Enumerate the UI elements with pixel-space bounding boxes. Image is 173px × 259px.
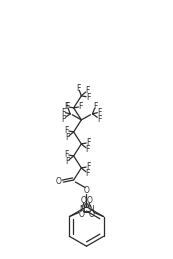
- Text: O: O: [86, 196, 92, 205]
- Text: F: F: [65, 133, 69, 142]
- Text: F: F: [64, 126, 69, 135]
- Text: F: F: [86, 138, 91, 147]
- Text: F: F: [93, 102, 98, 111]
- Text: F: F: [86, 86, 90, 95]
- Text: F: F: [64, 150, 69, 159]
- Text: F: F: [61, 108, 65, 117]
- Text: N: N: [79, 205, 85, 214]
- Text: F: F: [98, 108, 102, 117]
- Text: F: F: [98, 114, 102, 124]
- Text: N: N: [88, 205, 94, 214]
- Text: O: O: [84, 186, 89, 195]
- Text: O: O: [88, 210, 94, 219]
- Text: F: F: [76, 84, 80, 93]
- Text: F: F: [86, 169, 90, 178]
- Text: F: F: [65, 102, 69, 111]
- Text: O: O: [79, 210, 85, 219]
- Text: F: F: [61, 114, 65, 124]
- Text: F: F: [86, 145, 90, 154]
- Text: O: O: [81, 196, 87, 205]
- Text: F: F: [86, 93, 91, 102]
- Text: O: O: [55, 177, 61, 186]
- Text: F: F: [79, 102, 83, 111]
- Text: F: F: [65, 157, 69, 166]
- Text: F: F: [86, 162, 91, 171]
- Text: F: F: [64, 102, 69, 111]
